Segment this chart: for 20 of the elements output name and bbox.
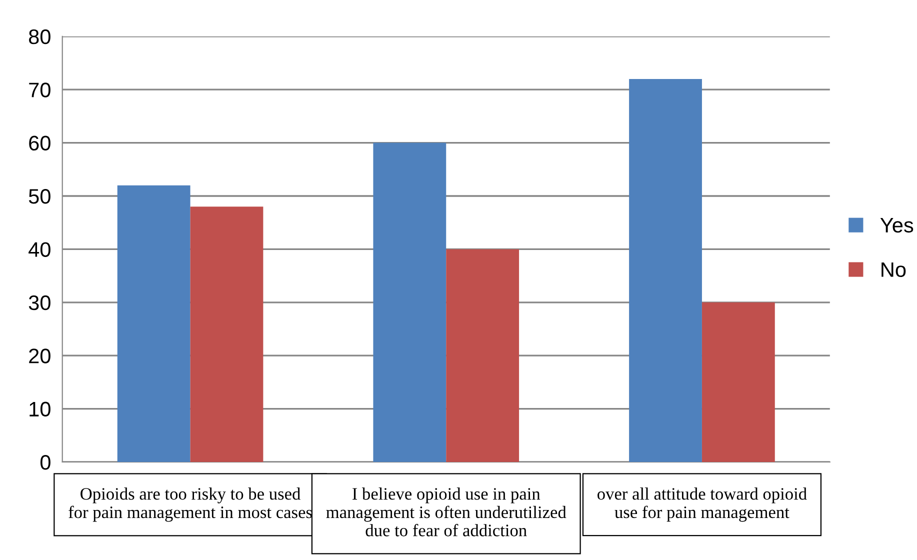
y-tick-label: 20: [29, 348, 50, 364]
legend-label: No: [882, 262, 906, 278]
bar: [373, 142, 446, 462]
x-tick-label: Opioids are too risky to be used for pain management in most cases: [68, 488, 312, 522]
bar: [117, 185, 190, 462]
legend-label: Yes: [880, 218, 914, 233]
bar: [629, 78, 702, 462]
bar: [446, 249, 520, 462]
y-tick-label: 10: [30, 402, 50, 417]
y-tick-label: 50: [28, 189, 50, 204]
y-tick-label: 30: [28, 295, 50, 310]
y-tick-label: 70: [29, 82, 50, 98]
bar: [702, 302, 775, 462]
x-tick-label: I believe opioid use in pain management is often underutilized due to fear of addiction: [326, 488, 566, 536]
y-tick-label: 80: [28, 29, 50, 44]
y-tick-label: 0: [40, 455, 50, 470]
x-tick-label: over all attitude toward opioid use for pain management: [598, 488, 807, 522]
y-tick-label: 40: [28, 242, 50, 257]
bar: [190, 206, 264, 462]
y-tick-label: 60: [29, 136, 50, 151]
